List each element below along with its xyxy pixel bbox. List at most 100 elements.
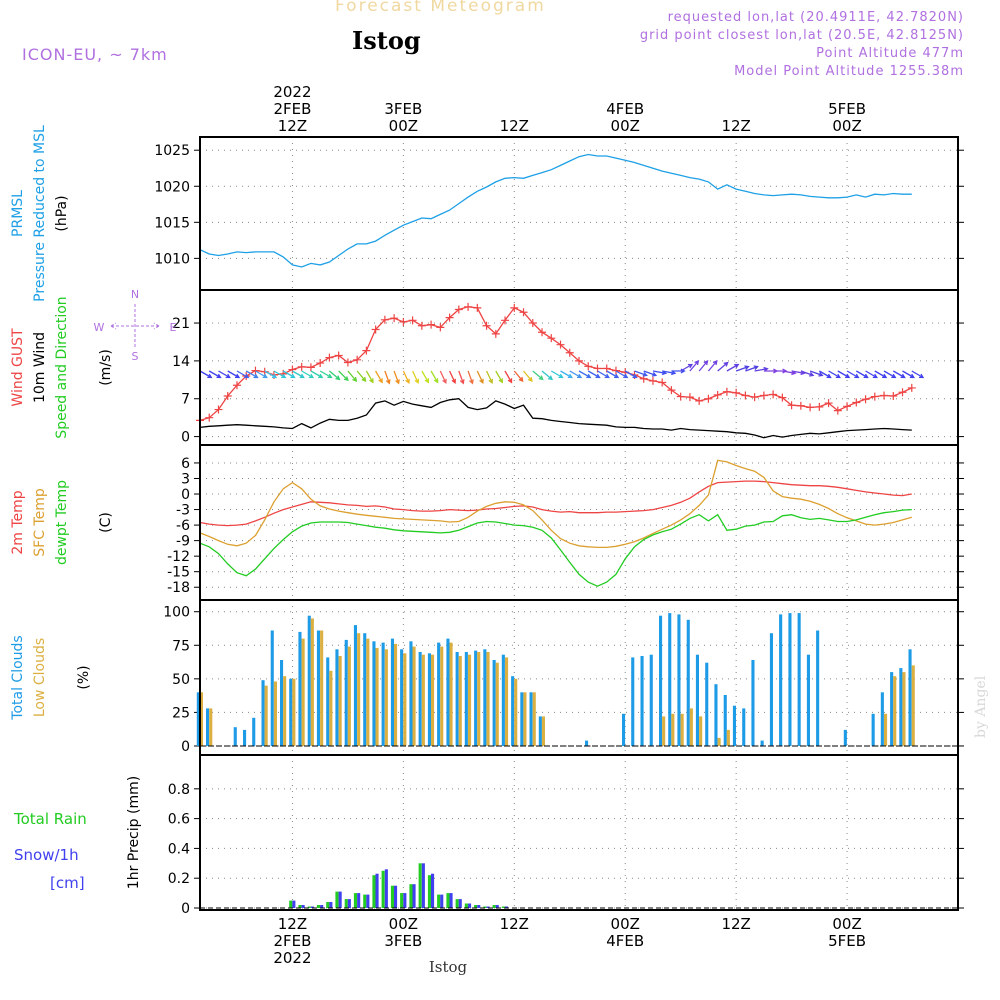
panel-axis-label: Speed and Direction bbox=[54, 296, 70, 438]
bar bbox=[514, 678, 518, 746]
wind-arrow bbox=[828, 370, 841, 379]
bar bbox=[464, 903, 468, 908]
gust-marker bbox=[436, 323, 445, 332]
bottom-time-label: 2022 bbox=[273, 949, 311, 967]
bar bbox=[468, 903, 472, 908]
gust-marker bbox=[547, 334, 556, 343]
bar bbox=[464, 652, 468, 746]
gust-marker bbox=[390, 314, 399, 323]
wind-arrow bbox=[393, 370, 400, 385]
y-tick-label: 50 bbox=[172, 672, 190, 688]
bar bbox=[659, 615, 663, 746]
bar bbox=[843, 729, 847, 746]
bar bbox=[680, 713, 684, 746]
bar bbox=[468, 654, 472, 746]
bar bbox=[353, 625, 357, 746]
gust-marker bbox=[713, 390, 722, 399]
gust-marker bbox=[501, 316, 510, 325]
bar bbox=[483, 649, 487, 746]
gust-marker bbox=[223, 392, 232, 401]
bar bbox=[381, 870, 385, 908]
bar bbox=[474, 905, 478, 908]
gust-marker bbox=[214, 405, 223, 414]
bar bbox=[390, 638, 394, 746]
gust-marker bbox=[584, 362, 593, 371]
panel-frame bbox=[199, 136, 959, 291]
bar bbox=[769, 633, 773, 746]
bar bbox=[714, 684, 718, 746]
bar bbox=[699, 716, 703, 746]
bar bbox=[289, 900, 293, 908]
bar bbox=[477, 652, 481, 746]
bar bbox=[899, 668, 903, 746]
snow-legend: Snow/1h bbox=[14, 846, 79, 864]
wind-arrow bbox=[495, 370, 503, 384]
wind-arrow bbox=[717, 361, 729, 372]
wind-arrow bbox=[855, 370, 869, 379]
bar bbox=[316, 905, 320, 908]
bar bbox=[366, 638, 370, 746]
bottom-time-label: 4FEB bbox=[606, 932, 644, 950]
bar bbox=[631, 657, 635, 746]
bottom-time-label: 12Z bbox=[721, 915, 750, 933]
wind-arrow bbox=[578, 370, 592, 379]
gust-marker bbox=[833, 406, 842, 415]
bar bbox=[440, 646, 444, 746]
panel-axis-label: 1hr Precip (mm) bbox=[126, 776, 142, 889]
bar bbox=[363, 894, 367, 908]
bar bbox=[372, 875, 376, 908]
compass-south: S bbox=[132, 350, 139, 363]
top-time-label: 12Z bbox=[500, 117, 529, 135]
wind-arrow bbox=[513, 370, 524, 383]
bar bbox=[344, 639, 348, 746]
gust-marker bbox=[787, 401, 796, 410]
bar bbox=[505, 657, 509, 746]
y-tick-label: 1020 bbox=[154, 179, 190, 195]
wind-arrow bbox=[698, 359, 709, 372]
y-tick-label: 0 bbox=[181, 430, 190, 446]
bar bbox=[437, 642, 441, 746]
bar bbox=[495, 905, 499, 908]
wind-arrow bbox=[273, 370, 287, 379]
wind-arrow bbox=[458, 370, 465, 385]
bottom-time-label: 12Z bbox=[278, 915, 307, 933]
bar bbox=[273, 681, 277, 746]
bar bbox=[477, 905, 481, 908]
bar bbox=[723, 695, 727, 746]
bottom-time-label: 3FEB bbox=[384, 932, 422, 950]
wind-arrow bbox=[587, 370, 601, 379]
gust-marker bbox=[473, 303, 482, 312]
y-tick-label: -3 bbox=[176, 503, 190, 519]
gust-marker bbox=[695, 396, 704, 405]
bar bbox=[292, 900, 296, 908]
gust-marker bbox=[806, 403, 815, 412]
wind-arrow bbox=[541, 370, 554, 381]
bar bbox=[908, 649, 912, 746]
compass-north: N bbox=[131, 288, 139, 301]
bar bbox=[329, 902, 333, 908]
wind-arrow bbox=[365, 370, 374, 384]
bar bbox=[585, 740, 589, 746]
bar bbox=[307, 615, 311, 746]
bar bbox=[357, 633, 361, 746]
bar bbox=[446, 893, 450, 908]
bar bbox=[403, 653, 407, 746]
gust-marker bbox=[676, 392, 685, 401]
top-time-label: 2FEB bbox=[273, 100, 311, 118]
snow-unit-legend: [cm] bbox=[50, 874, 85, 892]
top-time-label: 2022 bbox=[273, 83, 311, 101]
bar bbox=[622, 713, 626, 746]
bar bbox=[671, 713, 675, 746]
panel-precip: 0 0.2 0.4 0.6 0.8 1hr Precip (mm) Total Rain Sn… bbox=[13, 754, 964, 917]
gust-marker bbox=[852, 398, 861, 407]
point-altitude: Point Altitude 477m bbox=[816, 46, 964, 61]
panel-axis-label: 2m Temp bbox=[10, 490, 26, 554]
y-tick-label: 1010 bbox=[154, 251, 190, 267]
wind-arrow bbox=[356, 370, 367, 383]
y-tick-label: 3 bbox=[181, 471, 190, 487]
bar bbox=[649, 654, 653, 746]
bar bbox=[458, 899, 462, 908]
wind-arrow bbox=[689, 359, 700, 372]
gust-marker bbox=[306, 363, 315, 372]
wind-arrow bbox=[319, 370, 333, 379]
